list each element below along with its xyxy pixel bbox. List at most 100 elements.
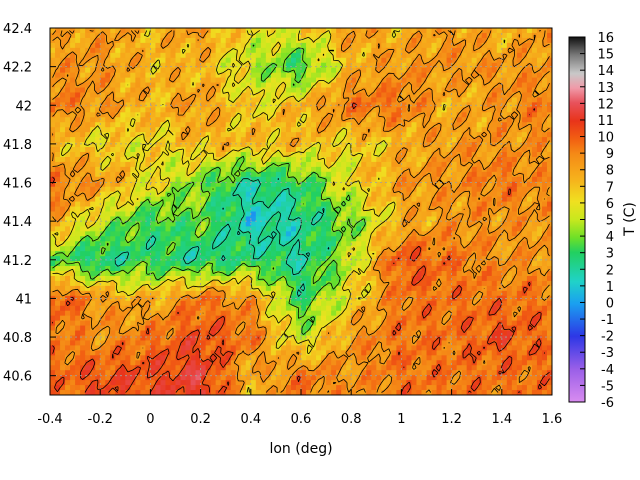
- heat-cell: [170, 87, 177, 94]
- heat-cell: [150, 112, 157, 118]
- heat-cell: [160, 221, 167, 227]
- heat-cell: [80, 82, 86, 89]
- heat-cell: [170, 47, 177, 54]
- heat-cell: [265, 127, 272, 133]
- heat-cell: [290, 42, 297, 49]
- heat-cell: [401, 191, 408, 198]
- heat-cell: [331, 77, 337, 84]
- heat-cell: [311, 181, 317, 188]
- heat-cell: [316, 251, 322, 257]
- heat-cell: [280, 241, 287, 247]
- heat-cell: [311, 107, 317, 113]
- heat-cell: [516, 72, 523, 79]
- heat-cell: [190, 32, 197, 39]
- heat-cell: [245, 77, 252, 84]
- heat-cell: [506, 52, 513, 59]
- heat-cell: [541, 211, 548, 218]
- heat-cell: [70, 127, 76, 133]
- heat-cell: [215, 28, 222, 34]
- heat-cell: [446, 201, 453, 208]
- heat-cell: [336, 181, 342, 188]
- heat-cell: [546, 196, 552, 203]
- heat-cell: [316, 112, 322, 118]
- heat-cell: [356, 112, 362, 118]
- heat-cell: [456, 171, 463, 178]
- heat-cell: [135, 201, 141, 208]
- heat-cell: [546, 161, 552, 168]
- heat-cell: [205, 261, 212, 267]
- heat-cell: [55, 77, 61, 84]
- heat-cell: [200, 127, 207, 133]
- heat-cell: [421, 231, 428, 237]
- heat-cell: [521, 127, 528, 133]
- heat-cell: [125, 161, 131, 168]
- heat-cell: [215, 261, 222, 267]
- heat-cell: [75, 67, 81, 74]
- heat-cell: [341, 57, 347, 64]
- heat-cell: [100, 47, 106, 54]
- heat-cell: [531, 151, 538, 158]
- heat-cell: [376, 211, 382, 218]
- heat-cell: [205, 77, 212, 84]
- heat-cell: [466, 271, 473, 277]
- heat-cell: [491, 216, 498, 223]
- heat-cell: [456, 32, 463, 39]
- heat-cell: [115, 102, 121, 108]
- heat-cell: [100, 102, 106, 108]
- heat-cell: [451, 72, 458, 79]
- heat-cell: [75, 42, 81, 49]
- heat-cell: [401, 72, 408, 79]
- heat-cell: [170, 251, 177, 257]
- heat-cell: [416, 32, 423, 39]
- heat-cell: [366, 241, 372, 247]
- heat-cell: [90, 176, 96, 183]
- heat-cell: [466, 127, 473, 133]
- heat-cell: [65, 211, 71, 218]
- heat-cell: [376, 77, 382, 84]
- heat-cell: [190, 211, 197, 218]
- heat-cell: [90, 142, 96, 148]
- heat-cell: [406, 72, 413, 79]
- heat-cell: [531, 47, 538, 54]
- heat-cell: [426, 186, 433, 193]
- heat-cell: [100, 201, 106, 208]
- heat-cell: [301, 142, 307, 148]
- heat-cell: [341, 246, 347, 252]
- heat-cell: [366, 266, 372, 272]
- heat-cell: [130, 171, 136, 178]
- heat-cell: [130, 196, 136, 203]
- heat-cell: [165, 77, 172, 84]
- heat-cell: [351, 211, 357, 218]
- heat-cell: [541, 92, 548, 99]
- heat-cell: [321, 57, 327, 64]
- heat-cell: [466, 97, 473, 103]
- heat-cell: [190, 102, 197, 108]
- heat-cell: [165, 47, 172, 54]
- heat-cell: [461, 186, 468, 193]
- heat-cell: [371, 147, 377, 153]
- heat-cell: [160, 87, 167, 94]
- heat-cell: [165, 97, 172, 103]
- heat-cell: [275, 206, 282, 213]
- heat-cell: [155, 271, 162, 277]
- heat-cell: [105, 102, 111, 108]
- heat-cell: [265, 67, 272, 74]
- heat-cell: [326, 142, 332, 148]
- heat-cell: [250, 226, 257, 232]
- heat-cell: [270, 171, 277, 178]
- heat-cell: [245, 107, 252, 113]
- heat-cell: [446, 216, 453, 223]
- heat-cell: [466, 221, 473, 227]
- heat-cell: [506, 161, 513, 168]
- heat-cell: [416, 52, 423, 59]
- heat-cell: [481, 28, 488, 34]
- heat-cell: [356, 142, 362, 148]
- heat-cell: [75, 256, 81, 262]
- heat-cell: [386, 117, 392, 123]
- heat-cell: [381, 176, 387, 183]
- heat-cell: [356, 221, 362, 227]
- heat-cell: [446, 107, 453, 113]
- heat-cell: [150, 132, 157, 138]
- heat-cell: [110, 102, 116, 108]
- heat-cell: [195, 226, 202, 232]
